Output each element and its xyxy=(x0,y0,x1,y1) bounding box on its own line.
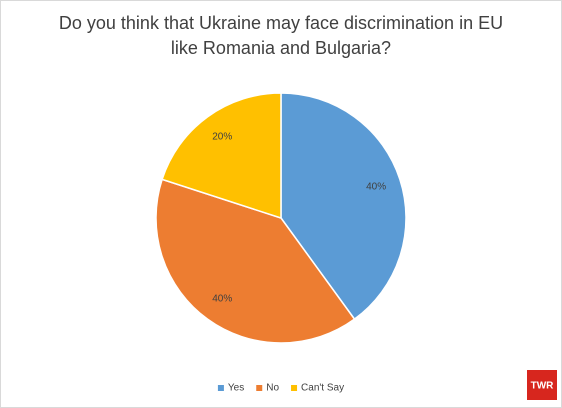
pie-slice xyxy=(161,92,282,220)
legend-swatch xyxy=(256,385,263,391)
legend-label: No xyxy=(266,383,279,394)
chart-title: like Romania and Bulgaria? xyxy=(171,38,391,58)
pie-slice xyxy=(280,92,407,321)
pie-slice xyxy=(155,178,356,344)
legend-label: Yes xyxy=(228,383,244,394)
legend-label: Can't Say xyxy=(301,383,344,394)
data-label: 40% xyxy=(212,294,232,305)
data-label: 40% xyxy=(366,182,386,193)
logo: TWR xyxy=(531,381,555,392)
legend-swatch xyxy=(291,385,298,391)
logo-box xyxy=(527,370,557,400)
legend-swatch xyxy=(217,385,224,391)
data-label: 20% xyxy=(212,132,232,143)
chart-title: Do you think that Ukraine may face discr… xyxy=(59,13,503,33)
